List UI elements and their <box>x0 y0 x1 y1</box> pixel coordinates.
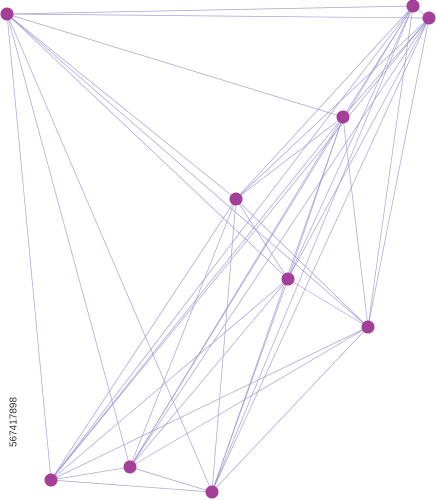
edge <box>367 5 414 328</box>
edge <box>129 198 237 468</box>
edge <box>235 116 344 200</box>
edge <box>129 17 430 468</box>
node <box>422 11 436 25</box>
node <box>406 0 420 13</box>
node <box>123 460 137 474</box>
edge <box>129 116 344 468</box>
node <box>205 485 219 499</box>
edge <box>211 17 430 493</box>
edge <box>211 116 344 493</box>
node <box>0 7 14 21</box>
edge <box>129 326 369 468</box>
edge <box>287 5 414 280</box>
edges <box>6 5 430 493</box>
edge <box>50 198 237 481</box>
edge <box>6 13 131 468</box>
edge <box>6 13 213 493</box>
edge <box>342 116 369 328</box>
edge <box>287 278 369 328</box>
edge <box>235 198 289 280</box>
edge <box>6 13 52 481</box>
edge <box>129 278 289 468</box>
edge <box>211 278 289 493</box>
edge <box>235 5 414 200</box>
edge <box>6 13 430 19</box>
node <box>229 192 243 206</box>
edge <box>6 5 414 15</box>
edge <box>367 17 430 328</box>
node <box>336 110 350 124</box>
edge <box>50 5 414 481</box>
edge <box>211 5 414 493</box>
edge <box>129 466 213 493</box>
stock-id: 567417898 <box>9 397 20 447</box>
edge <box>235 17 430 200</box>
edge <box>287 17 430 280</box>
edge <box>6 13 237 200</box>
node <box>361 320 375 334</box>
edge <box>50 326 369 481</box>
edge <box>50 466 131 481</box>
edge <box>6 13 344 118</box>
edge <box>6 13 369 328</box>
node <box>44 473 58 487</box>
edge <box>6 13 289 280</box>
edge <box>235 198 369 328</box>
edge <box>211 326 369 493</box>
node <box>281 272 295 286</box>
edge <box>211 198 237 493</box>
edge <box>50 278 289 481</box>
edge <box>50 17 430 481</box>
edge <box>50 479 213 493</box>
edge <box>342 17 430 118</box>
